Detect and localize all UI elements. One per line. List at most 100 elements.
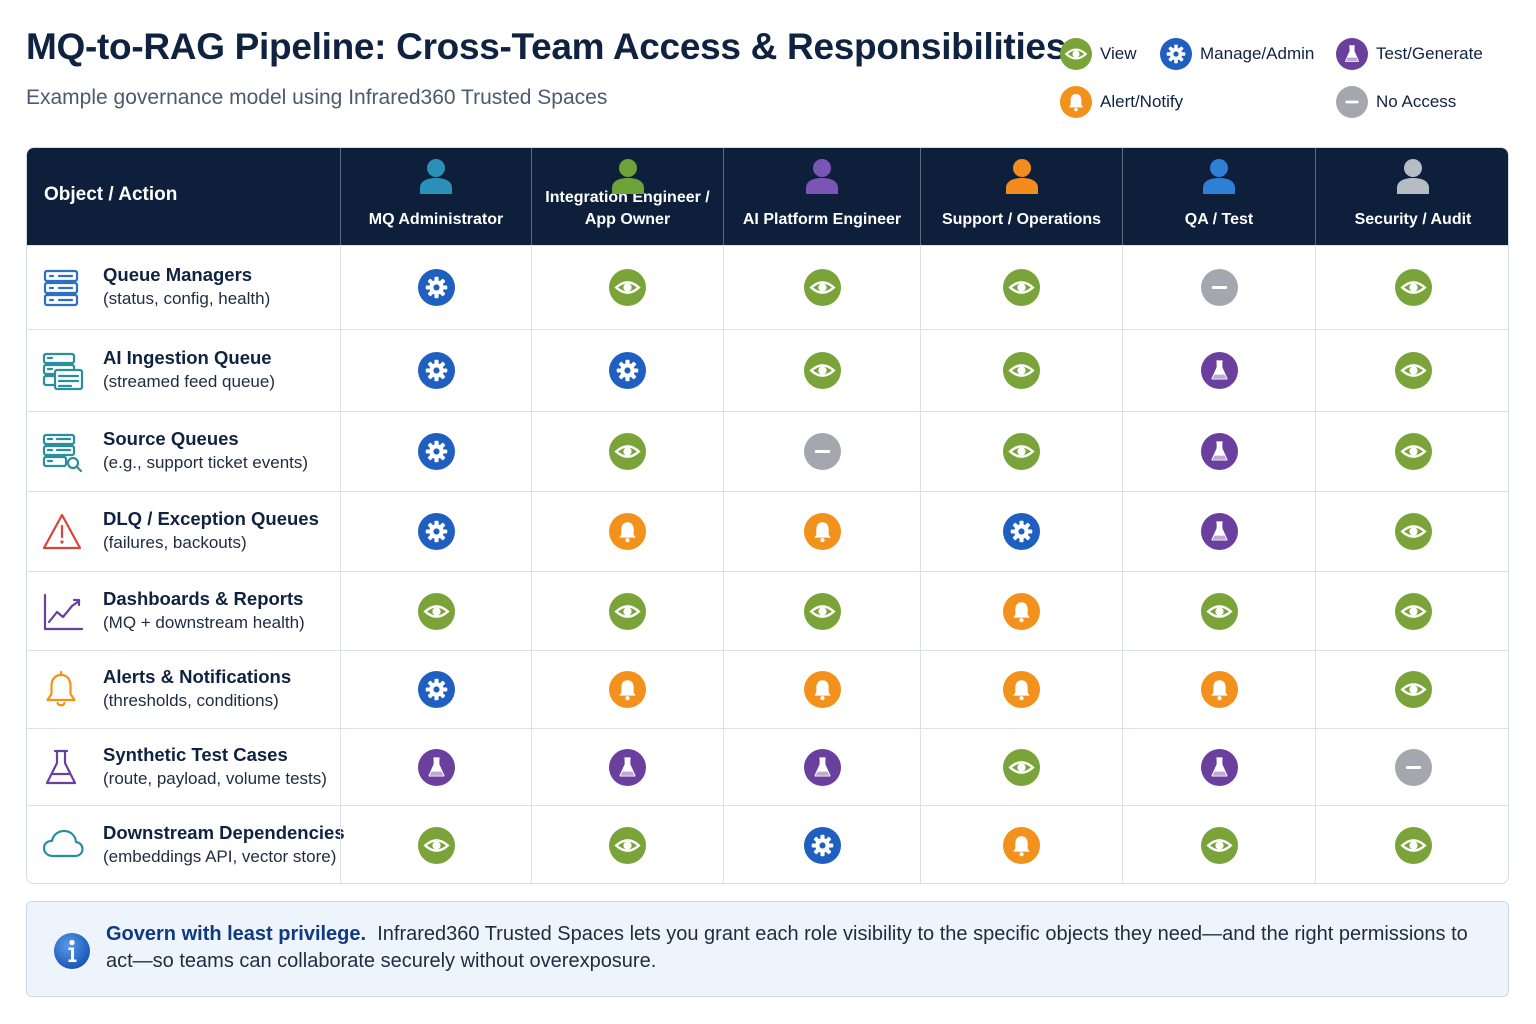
eye-icon xyxy=(1394,592,1432,630)
corner-label: Object / Action xyxy=(44,184,178,205)
role-label: MQ Administrator xyxy=(368,211,504,228)
access-cell xyxy=(340,492,531,571)
access-cell xyxy=(1122,412,1315,491)
access-cell xyxy=(531,572,723,650)
eye-icon xyxy=(803,352,841,389)
row-subtitle: (streamed feed queue) xyxy=(103,372,275,391)
gear-icon xyxy=(1003,513,1040,550)
bell-icon xyxy=(1003,671,1040,708)
access-cell xyxy=(531,729,723,805)
eye-icon xyxy=(803,592,841,630)
queue-search-icon xyxy=(41,432,85,479)
minus-icon xyxy=(803,433,841,470)
access-cell xyxy=(920,572,1122,650)
access-cell xyxy=(531,246,723,329)
access-cell xyxy=(1122,651,1315,728)
page-title: MQ-to-RAG Pipeline: Cross-Team Access & … xyxy=(26,26,1066,67)
minus-icon xyxy=(1200,269,1238,306)
person-icon xyxy=(419,158,453,199)
gear-icon xyxy=(417,269,455,306)
row-title: Synthetic Test Cases xyxy=(103,744,288,765)
bell-icon xyxy=(1060,86,1092,118)
access-cell xyxy=(340,330,531,411)
warning-triangle-icon xyxy=(41,512,83,557)
eye-icon xyxy=(1003,352,1040,389)
flask-icon xyxy=(1336,38,1368,70)
flask-icon xyxy=(803,748,841,786)
access-cell xyxy=(340,651,531,728)
role-header: Security / Audit xyxy=(1315,148,1508,245)
person-icon xyxy=(805,158,839,199)
gear-icon xyxy=(417,513,455,550)
bell-icon xyxy=(609,671,646,708)
eye-icon xyxy=(609,592,646,630)
row-title: Downstream Dependencies xyxy=(103,822,345,843)
role-header: QA / Test xyxy=(1122,148,1315,245)
flask-icon xyxy=(417,748,455,786)
access-cell xyxy=(340,572,531,650)
access-cell xyxy=(723,246,920,329)
row-title: Queue Managers xyxy=(103,264,253,285)
eye-icon xyxy=(417,827,455,864)
access-cell xyxy=(1315,572,1508,650)
access-cell xyxy=(723,330,920,411)
eye-icon xyxy=(1200,592,1238,630)
access-cell xyxy=(920,806,1122,883)
access-cell xyxy=(1122,246,1315,329)
legend-label: Manage/Admin xyxy=(1200,44,1315,63)
bell-icon xyxy=(1003,592,1040,630)
access-cell xyxy=(531,330,723,411)
role-label: AI Platform Engineer xyxy=(742,211,902,228)
access-cell xyxy=(1315,651,1508,728)
bell-outline-icon xyxy=(41,670,81,715)
gear-icon xyxy=(417,671,455,708)
person-icon xyxy=(1005,158,1039,199)
row-subtitle: (MQ + downstream health) xyxy=(103,613,305,632)
row-label: Synthetic Test Cases (route, payload, vol… xyxy=(27,729,340,805)
access-cell xyxy=(723,651,920,728)
access-cell xyxy=(920,492,1122,571)
eye-icon xyxy=(1200,827,1238,864)
info-icon xyxy=(53,932,91,975)
row-title: Dashboards & Reports xyxy=(103,588,304,609)
role-label: Security / Audit xyxy=(1354,211,1472,228)
eye-icon xyxy=(1394,671,1432,708)
access-cell xyxy=(723,492,920,571)
row-subtitle: (route, payload, volume tests) xyxy=(103,769,327,788)
table-row: AI Ingestion Queue (streamed feed queue) xyxy=(27,329,1508,411)
bell-icon xyxy=(803,513,841,550)
role-label: Support / Operations xyxy=(941,211,1102,228)
access-cell xyxy=(1315,246,1508,329)
legend-item-manage: Manage/Admin xyxy=(1160,38,1314,70)
eye-icon xyxy=(609,827,646,864)
eye-icon xyxy=(1060,38,1092,70)
person-icon xyxy=(1202,158,1236,199)
legend: View Manage/Admin Test/Generate Alert/Notif… xyxy=(1060,38,1530,128)
flask-icon xyxy=(609,748,646,786)
access-cell xyxy=(531,651,723,728)
table-row: DLQ / Exception Queues (failures, backout… xyxy=(27,491,1508,571)
eye-icon xyxy=(1394,269,1432,306)
eye-icon xyxy=(1003,748,1040,786)
role-label: QA / Test xyxy=(1184,211,1254,228)
eye-icon xyxy=(1394,513,1432,550)
flask-icon xyxy=(1200,352,1238,389)
info-text: Govern with least privilege. Infrared360… xyxy=(106,921,1476,975)
eye-icon xyxy=(1394,352,1432,389)
row-label: Alerts & Notifications (thresholds, condi… xyxy=(27,651,340,728)
legend-label: Test/Generate xyxy=(1376,44,1483,63)
role-header: MQ Administrator xyxy=(340,148,531,245)
access-cell xyxy=(531,806,723,883)
cloud-icon xyxy=(41,826,85,867)
access-cell xyxy=(920,246,1122,329)
eye-icon xyxy=(1394,827,1432,864)
legend-label: View xyxy=(1100,44,1137,63)
row-subtitle: (embeddings API, vector store) xyxy=(103,847,337,866)
legend-item-none: No Access xyxy=(1336,86,1456,118)
flask-icon xyxy=(1200,433,1238,470)
eye-icon xyxy=(609,269,646,306)
eye-icon xyxy=(1003,433,1040,470)
server-stack-icon xyxy=(41,268,81,313)
eye-icon xyxy=(609,433,646,470)
legend-item-test: Test/Generate xyxy=(1336,38,1483,70)
